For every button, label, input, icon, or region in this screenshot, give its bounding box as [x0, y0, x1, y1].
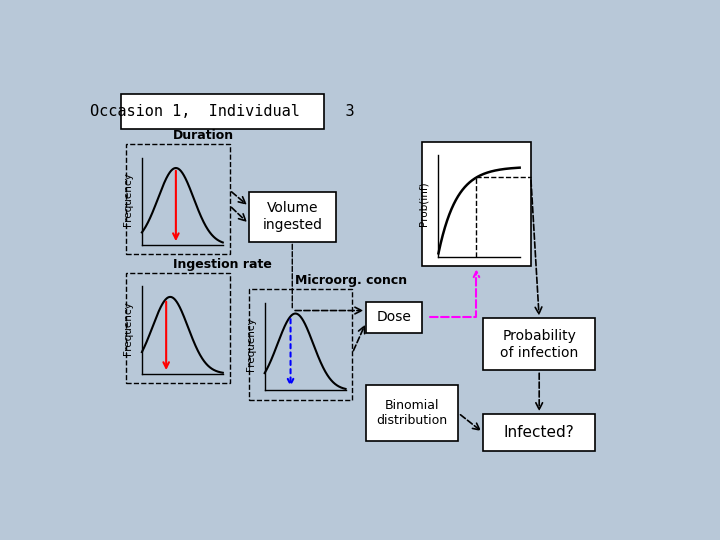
Text: Infected?: Infected? [504, 426, 575, 440]
FancyBboxPatch shape [422, 141, 531, 266]
Text: Binomial
distribution: Binomial distribution [377, 399, 448, 427]
Text: Frequency: Frequency [246, 318, 256, 372]
Text: Prob(inf): Prob(inf) [419, 182, 428, 226]
FancyBboxPatch shape [366, 385, 459, 441]
FancyBboxPatch shape [121, 94, 324, 129]
Text: Frequency: Frequency [123, 172, 133, 226]
Text: Dose: Dose [377, 310, 412, 325]
Text: Occasion 1,  Individual     3: Occasion 1, Individual 3 [90, 104, 355, 119]
FancyBboxPatch shape [483, 319, 595, 370]
FancyBboxPatch shape [366, 302, 422, 333]
Text: Duration: Duration [173, 129, 234, 141]
FancyBboxPatch shape [249, 192, 336, 241]
Text: Volume
ingested: Volume ingested [262, 201, 323, 232]
Text: Ingestion rate: Ingestion rate [173, 258, 271, 271]
Text: Frequency: Frequency [123, 301, 133, 355]
Text: Microorg. concn: Microorg. concn [295, 274, 408, 287]
Text: Probability
of infection: Probability of infection [500, 329, 578, 360]
FancyBboxPatch shape [483, 414, 595, 451]
